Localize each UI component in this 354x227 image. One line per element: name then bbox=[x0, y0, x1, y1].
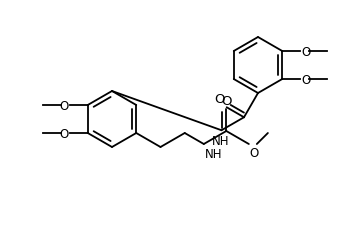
Text: NH: NH bbox=[205, 147, 222, 160]
Text: O: O bbox=[214, 93, 225, 106]
Text: O: O bbox=[250, 146, 259, 159]
Text: O: O bbox=[301, 73, 310, 86]
Text: O: O bbox=[59, 127, 69, 140]
Text: NH: NH bbox=[212, 135, 229, 148]
Text: O: O bbox=[59, 99, 69, 112]
Text: O: O bbox=[301, 45, 310, 58]
Text: O: O bbox=[221, 95, 232, 108]
